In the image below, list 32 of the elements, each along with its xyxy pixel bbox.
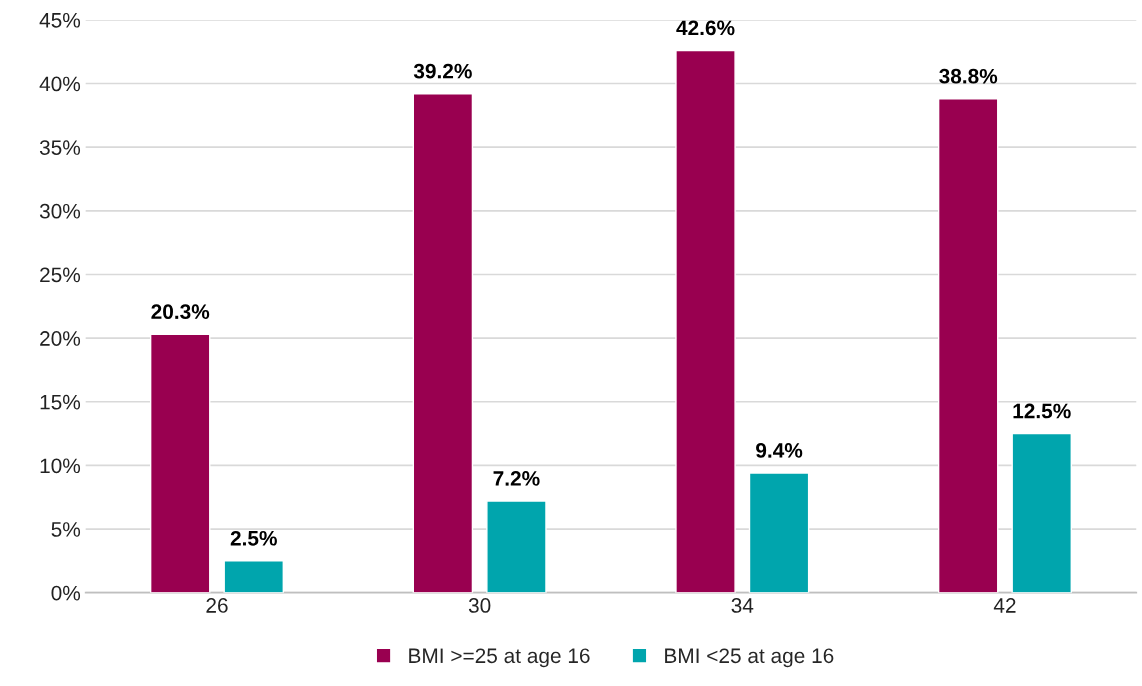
data-label: 2.5% xyxy=(230,530,277,546)
data-label: 20.3% xyxy=(151,304,210,320)
y-tick-label: 35% xyxy=(39,140,81,155)
bar xyxy=(486,500,547,593)
legend-label: BMI <25 at age 16 xyxy=(665,648,834,668)
x-tick-label: 26 xyxy=(206,598,228,613)
y-tick-label: 30% xyxy=(39,203,81,219)
y-tick-label: 0% xyxy=(51,585,81,601)
y-tick-label: 25% xyxy=(40,267,81,283)
data-label: 12.5% xyxy=(1013,403,1071,419)
bar xyxy=(675,49,736,593)
x-tick-label: 34 xyxy=(731,598,754,613)
y-tick-label: 15% xyxy=(40,394,81,410)
legend-label: BMI >=25 at age 16 xyxy=(409,648,590,668)
y-tick-label: 45% xyxy=(39,12,81,28)
data-label: 7.2% xyxy=(493,471,540,486)
data-label: 39.2% xyxy=(413,63,472,79)
bar xyxy=(149,333,211,593)
bar xyxy=(223,560,284,593)
y-tick-label: 5% xyxy=(51,522,81,537)
bar xyxy=(412,93,474,593)
bar xyxy=(748,472,810,593)
y-tick-label: 40% xyxy=(39,76,81,92)
bar xyxy=(937,98,999,593)
x-tick-label: 42 xyxy=(993,598,1016,613)
y-tick-label: 10% xyxy=(40,458,81,474)
data-label: 9.4% xyxy=(756,443,803,458)
y-tick-label: 20% xyxy=(40,331,81,346)
x-tick-label: 30 xyxy=(468,598,491,613)
bar xyxy=(1011,432,1072,593)
data-label: 38.8% xyxy=(939,68,998,84)
data-label: 42.6% xyxy=(676,20,735,36)
